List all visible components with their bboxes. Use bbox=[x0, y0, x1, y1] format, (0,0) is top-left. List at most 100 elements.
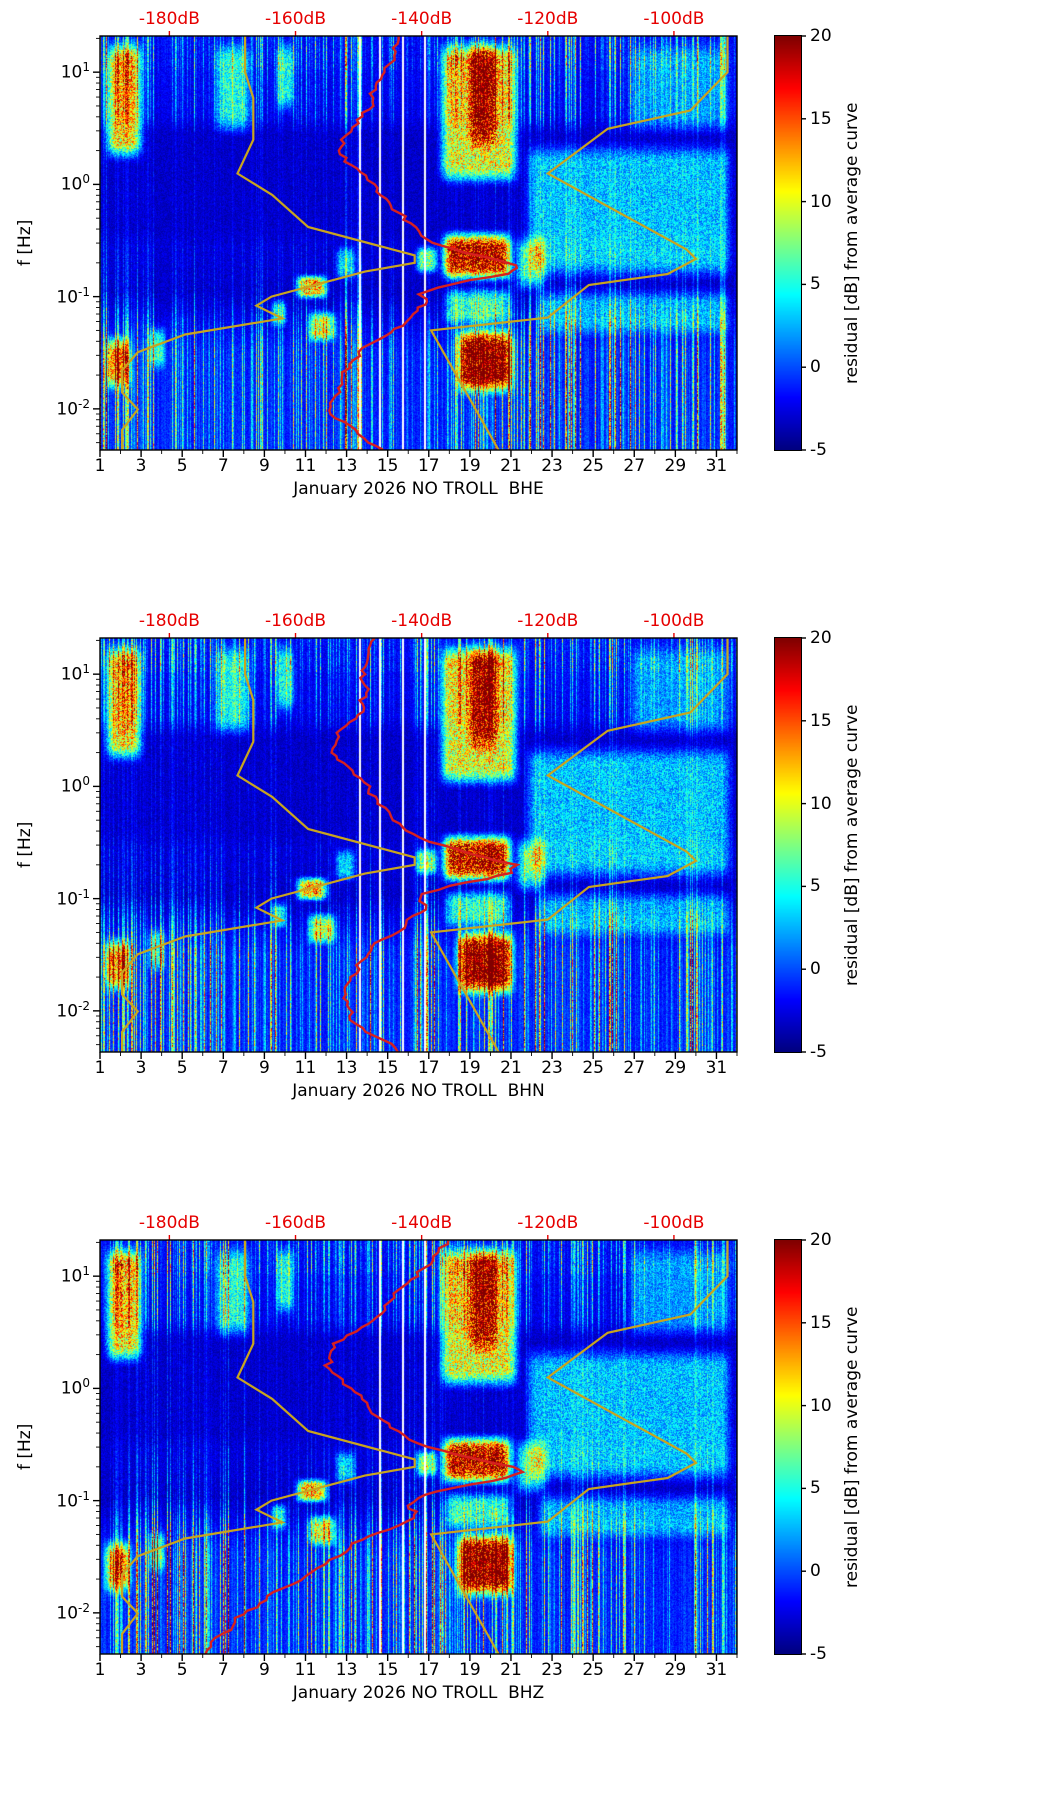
x-tick-label: 7 bbox=[217, 1058, 229, 1078]
x-tick-label: 7 bbox=[217, 1660, 229, 1680]
y-tick-label: 10-2 bbox=[56, 1600, 90, 1624]
x-tick-label: 21 bbox=[500, 1660, 522, 1680]
spectrogram-heatmap bbox=[100, 36, 737, 450]
colorbar-tick-label: 5 bbox=[810, 876, 821, 897]
x-tick-label: 11 bbox=[294, 1058, 317, 1078]
x-tick-label: 15 bbox=[376, 1058, 399, 1078]
top-axis-tick-label: -160dB bbox=[264, 611, 327, 631]
x-tick-label: 31 bbox=[705, 456, 728, 476]
spectrogram-panel-bhe: f [Hz] -180dB -160dB -140dB -120dB -100dB 10… bbox=[0, 0, 1052, 602]
y-tick-label: 101 bbox=[60, 662, 90, 685]
x-tick-label: 3 bbox=[135, 1660, 147, 1680]
colorbar-tick-label: -5 bbox=[810, 440, 827, 460]
x-tick-label: 13 bbox=[335, 1660, 358, 1680]
colorbar-tick-label: -5 bbox=[810, 1644, 827, 1664]
colorbar-tick-label: 0 bbox=[810, 1561, 821, 1582]
x-tick-label: 11 bbox=[294, 456, 317, 476]
colorbar-tick-label: 10 bbox=[810, 191, 832, 212]
x-tick-label: 25 bbox=[582, 1058, 604, 1078]
colorbar-tick-label: 5 bbox=[810, 274, 821, 295]
x-tick-label: 17 bbox=[417, 1058, 440, 1078]
colorbar-tick-label: 0 bbox=[810, 357, 821, 378]
x-tick-label: 17 bbox=[417, 456, 440, 476]
top-axis-tick-label: -100dB bbox=[643, 9, 705, 29]
x-tick-label: 29 bbox=[664, 1660, 687, 1680]
x-tick-label: 1 bbox=[94, 1058, 106, 1078]
colorbar-tick-label: 20 bbox=[810, 628, 832, 648]
top-axis-tick-label: -160dB bbox=[264, 1213, 327, 1233]
colorbar-tick-label: 15 bbox=[810, 1312, 832, 1333]
y-tick-label: 100 bbox=[60, 1376, 90, 1400]
x-tick-label: 1 bbox=[94, 1660, 106, 1680]
y-tick-label: 10-1 bbox=[56, 284, 90, 308]
x-tick-label: 27 bbox=[623, 1058, 646, 1078]
x-tick-label: 29 bbox=[664, 456, 687, 476]
x-tick-label: 19 bbox=[459, 456, 481, 476]
x-tick-label: 29 bbox=[664, 1058, 687, 1078]
x-tick-label: 17 bbox=[417, 1660, 440, 1680]
colorbar bbox=[774, 637, 802, 1053]
colorbar-tick-label: 15 bbox=[810, 108, 832, 129]
y-tick-label: 100 bbox=[60, 774, 90, 798]
y-tick-label: 10-2 bbox=[56, 998, 90, 1022]
y-axis-label: f [Hz] bbox=[15, 219, 35, 267]
x-tick-label: 5 bbox=[176, 456, 188, 476]
y-tick-label: 101 bbox=[60, 1264, 90, 1287]
colorbar bbox=[774, 35, 802, 451]
x-tick-label: 23 bbox=[541, 1660, 563, 1680]
colorbar-tick-label: 10 bbox=[810, 793, 832, 814]
top-axis-tick-label: -120dB bbox=[517, 9, 579, 29]
x-tick-label: 21 bbox=[500, 1058, 522, 1078]
y-tick-label: 10-1 bbox=[56, 886, 90, 910]
spectrogram-heatmap bbox=[100, 638, 737, 1052]
x-tick-label: 25 bbox=[582, 1660, 604, 1680]
colorbar-label: residual [dB] from average curve bbox=[842, 1306, 862, 1588]
x-tick-label: 3 bbox=[135, 456, 147, 476]
top-axis-tick-label: -180dB bbox=[138, 9, 200, 29]
top-axis-tick-label: -100dB bbox=[643, 1213, 705, 1233]
x-tick-label: 23 bbox=[541, 1058, 563, 1078]
colorbar-tick-marks bbox=[801, 637, 806, 1053]
top-axis-tick-label: -140dB bbox=[391, 1213, 453, 1233]
top-axis-tick-label: -100dB bbox=[643, 611, 705, 631]
panel-title: January 2026 NO TROLL BHE bbox=[293, 479, 544, 499]
y-tick-label: 101 bbox=[60, 60, 90, 83]
colorbar-label: residual [dB] from average curve bbox=[842, 704, 862, 986]
colorbar-tick-label: 5 bbox=[810, 1478, 821, 1499]
x-tick-label: 25 bbox=[582, 456, 604, 476]
colorbar-tick-label: 10 bbox=[810, 1395, 832, 1416]
x-tick-label: 3 bbox=[135, 1058, 147, 1078]
top-axis-tick-label: -140dB bbox=[391, 611, 453, 631]
x-tick-label: 5 bbox=[176, 1660, 188, 1680]
x-tick-label: 27 bbox=[623, 456, 646, 476]
x-tick-label: 19 bbox=[459, 1058, 481, 1078]
colorbar-tick-label: 15 bbox=[810, 710, 832, 731]
y-tick-label: 10-1 bbox=[56, 1488, 90, 1512]
colorbar-tick-label: 20 bbox=[810, 1230, 832, 1250]
x-tick-label: 7 bbox=[217, 456, 229, 476]
x-tick-label: 9 bbox=[258, 456, 270, 476]
x-tick-label: 1 bbox=[94, 456, 106, 476]
colorbar-tick-label: 0 bbox=[810, 959, 821, 980]
x-tick-label: 31 bbox=[705, 1058, 728, 1078]
x-tick-label: 19 bbox=[459, 1660, 481, 1680]
top-axis-tick-label: -120dB bbox=[517, 1213, 579, 1233]
panel-title: January 2026 NO TROLL BHN bbox=[292, 1081, 545, 1101]
top-axis-tick-label: -180dB bbox=[138, 1213, 200, 1233]
x-tick-label: 27 bbox=[623, 1660, 646, 1680]
y-axis-label: f [Hz] bbox=[15, 1423, 35, 1471]
x-tick-label: 23 bbox=[541, 456, 563, 476]
x-tick-label: 21 bbox=[500, 456, 522, 476]
x-tick-label: 9 bbox=[258, 1660, 270, 1680]
x-tick-label: 15 bbox=[376, 1660, 399, 1680]
colorbar-label: residual [dB] from average curve bbox=[842, 102, 862, 384]
x-tick-label: 11 bbox=[294, 1660, 317, 1680]
panel-title: January 2026 NO TROLL BHZ bbox=[292, 1683, 545, 1703]
top-axis-tick-label: -120dB bbox=[517, 611, 579, 631]
x-tick-label: 31 bbox=[705, 1660, 728, 1680]
top-axis-tick-label: -140dB bbox=[391, 9, 453, 29]
colorbar bbox=[774, 1239, 802, 1655]
y-tick-label: 100 bbox=[60, 172, 90, 196]
colorbar-tick-marks bbox=[801, 1239, 806, 1655]
x-tick-label: 5 bbox=[176, 1058, 188, 1078]
